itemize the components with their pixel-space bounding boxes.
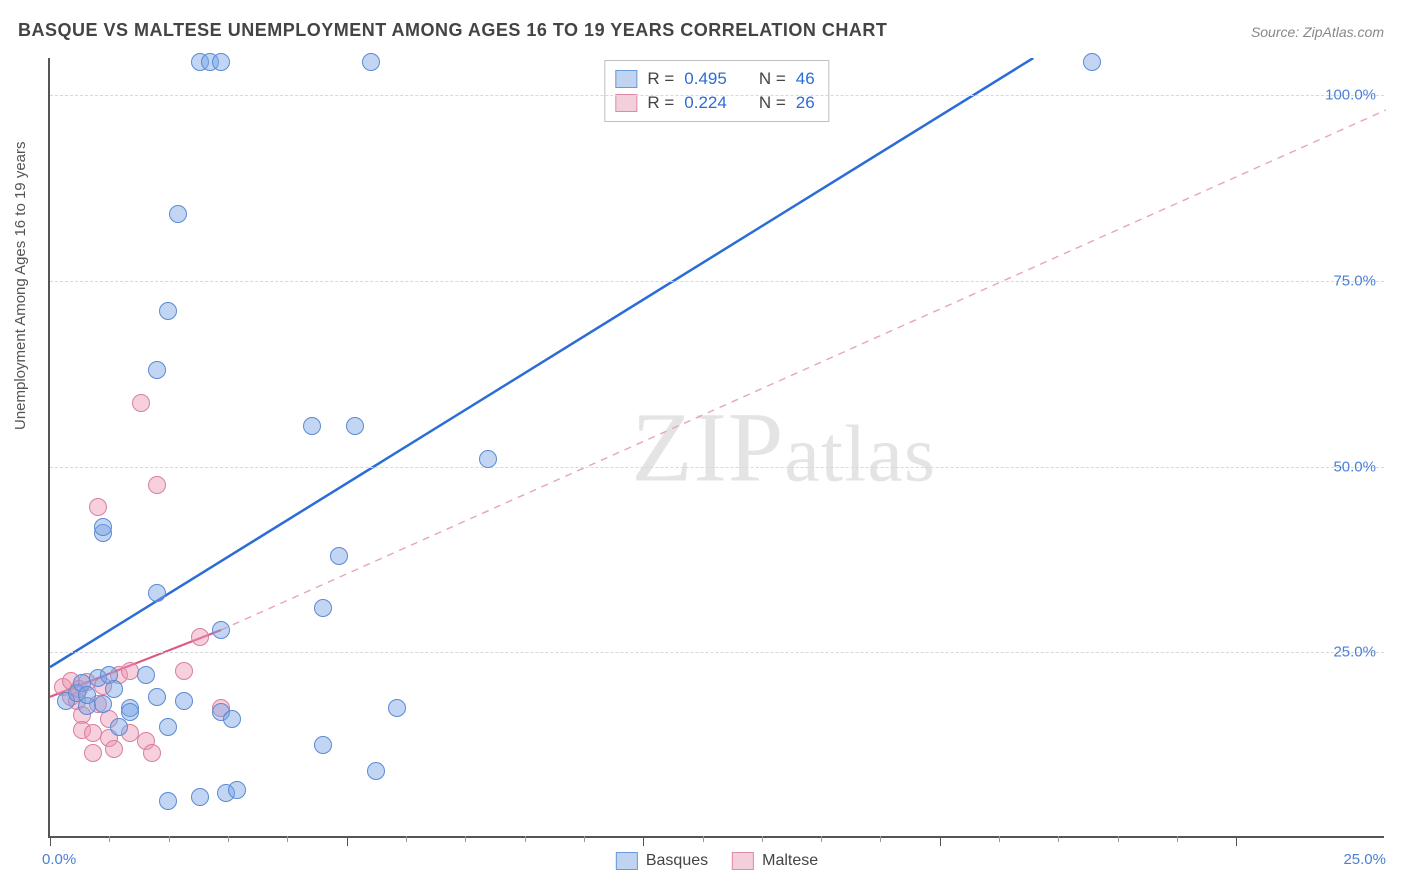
y-tick-label: 50.0%: [1333, 458, 1376, 475]
basques-swatch: [616, 852, 638, 870]
x-tick-minor: [584, 836, 585, 842]
maltese-point: [143, 744, 161, 762]
y-tick-label: 100.0%: [1325, 87, 1376, 104]
legend-item-maltese: Maltese: [732, 852, 818, 870]
basques-point: [159, 792, 177, 810]
basques-point: [346, 417, 364, 435]
x-tick-minor: [762, 836, 763, 842]
basques-point: [191, 788, 209, 806]
basques-point: [314, 736, 332, 754]
basques-point: [137, 666, 155, 684]
x-tick-minor: [1118, 836, 1119, 842]
legend-label: Maltese: [762, 852, 818, 870]
maltese-point: [121, 662, 139, 680]
x-tick-minor: [406, 836, 407, 842]
x-tick-major: [940, 836, 941, 846]
x-tick-minor: [880, 836, 881, 842]
chart-title: BASQUE VS MALTESE UNEMPLOYMENT AMONG AGE…: [18, 20, 887, 41]
scatter-plot-area: ZIPatlas R = 0.495 N = 46 R = 0.224 N = …: [48, 58, 1384, 838]
basques-swatch: [615, 70, 637, 88]
basques-point: [223, 710, 241, 728]
basques-point: [110, 718, 128, 736]
source-attribution: Source: ZipAtlas.com: [1251, 24, 1384, 40]
correlation-row-basques: R = 0.495 N = 46: [615, 67, 814, 91]
basques-point: [388, 699, 406, 717]
maltese-point: [89, 498, 107, 516]
basques-point: [314, 599, 332, 617]
x-tick-minor: [109, 836, 110, 842]
maltese-point: [148, 476, 166, 494]
x-tick-minor: [1058, 836, 1059, 842]
x-tick-minor: [999, 836, 1000, 842]
basques-point: [362, 53, 380, 71]
y-tick-label: 25.0%: [1333, 644, 1376, 661]
x-tick-minor: [465, 836, 466, 842]
maltese-swatch: [615, 94, 637, 112]
basques-point: [175, 692, 193, 710]
series-legend: Basques Maltese: [616, 852, 818, 870]
basques-point: [228, 781, 246, 799]
x-tick-major: [50, 836, 51, 846]
basques-point: [159, 302, 177, 320]
grid-line: [50, 652, 1384, 653]
x-tick-minor: [525, 836, 526, 842]
x-tick-minor: [169, 836, 170, 842]
maltese-point: [132, 394, 150, 412]
trend-lines-layer: [50, 58, 1386, 838]
basques-r-value: 0.495: [684, 69, 727, 89]
trend-line: [50, 58, 1033, 667]
x-tick-minor: [287, 836, 288, 842]
legend-label: Basques: [646, 852, 708, 870]
trend-line: [221, 110, 1386, 630]
basques-point: [94, 518, 112, 536]
basques-point: [212, 621, 230, 639]
maltese-swatch: [732, 852, 754, 870]
basques-point: [1083, 53, 1101, 71]
basques-point: [330, 547, 348, 565]
grid-line: [50, 95, 1384, 96]
legend-item-basques: Basques: [616, 852, 708, 870]
basques-point: [105, 680, 123, 698]
maltese-point: [191, 628, 209, 646]
correlation-legend: R = 0.495 N = 46 R = 0.224 N = 26: [604, 60, 829, 122]
x-origin-label: 0.0%: [42, 851, 76, 868]
basques-point: [479, 450, 497, 468]
x-tick-minor: [703, 836, 704, 842]
grid-line: [50, 467, 1384, 468]
basques-point: [148, 361, 166, 379]
x-tick-minor: [228, 836, 229, 842]
basques-point: [303, 417, 321, 435]
x-tick-major: [1236, 836, 1237, 846]
basques-point: [367, 762, 385, 780]
n-label: N =: [759, 69, 786, 89]
maltese-point: [175, 662, 193, 680]
y-axis-label: Unemployment Among Ages 16 to 19 years: [12, 141, 29, 430]
basques-point: [212, 53, 230, 71]
basques-point: [148, 584, 166, 602]
basques-n-value: 46: [796, 69, 815, 89]
basques-point: [121, 703, 139, 721]
basques-point: [148, 688, 166, 706]
y-tick-label: 75.0%: [1333, 272, 1376, 289]
x-end-label: 25.0%: [1343, 851, 1386, 868]
x-tick-major: [347, 836, 348, 846]
maltese-point: [84, 744, 102, 762]
basques-point: [169, 205, 187, 223]
basques-point: [94, 695, 112, 713]
r-label: R =: [647, 69, 674, 89]
basques-point: [159, 718, 177, 736]
x-tick-major: [643, 836, 644, 846]
grid-line: [50, 281, 1384, 282]
x-tick-minor: [1177, 836, 1178, 842]
maltese-point: [105, 740, 123, 758]
x-tick-minor: [821, 836, 822, 842]
